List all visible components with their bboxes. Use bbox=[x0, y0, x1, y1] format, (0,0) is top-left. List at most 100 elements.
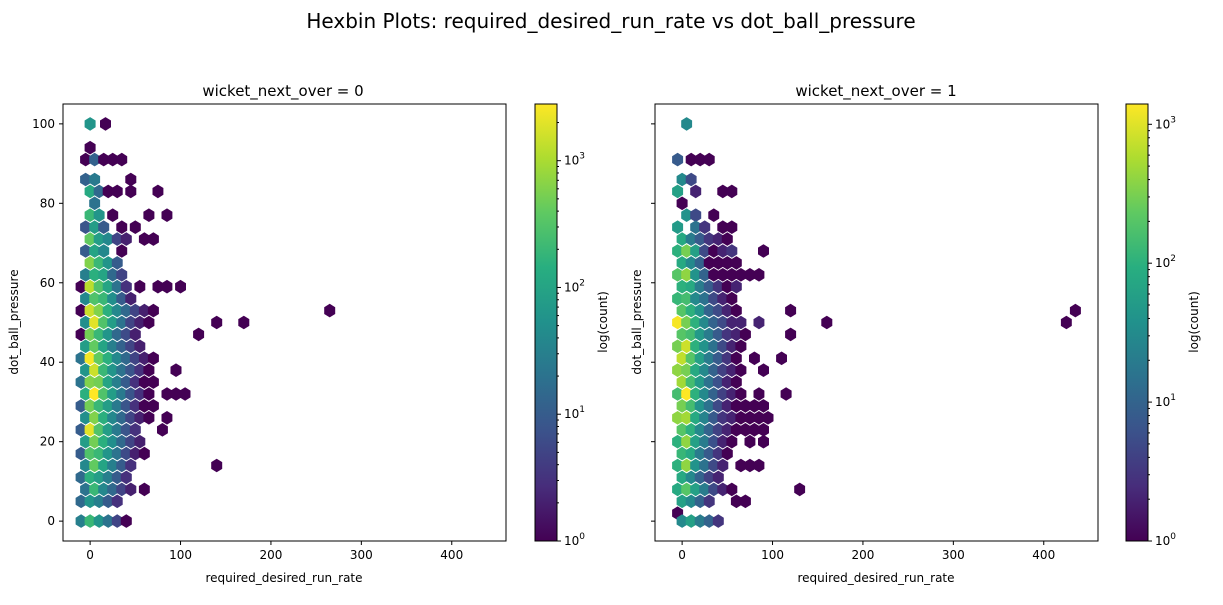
hexbin-cell bbox=[80, 268, 92, 282]
hexbin-cell bbox=[93, 279, 105, 294]
hexbin-cell bbox=[116, 315, 128, 330]
panel-0-y-ticks: 0 20 40 60 80 100 bbox=[32, 117, 63, 528]
hexbin-cell bbox=[120, 375, 132, 389]
hexbin-cell bbox=[102, 514, 114, 528]
hexbin-cell bbox=[102, 232, 114, 246]
hexbin-cell bbox=[116, 339, 128, 354]
hexbin-cell bbox=[721, 327, 733, 342]
hexbin-cell bbox=[762, 411, 774, 425]
hexbin-cell bbox=[129, 446, 141, 461]
hexbin-cell bbox=[89, 387, 101, 401]
hexbin-cell bbox=[143, 387, 155, 401]
hexbin-cell bbox=[1069, 303, 1081, 318]
hexbin-cell bbox=[134, 411, 146, 425]
hexbin-cell bbox=[129, 220, 141, 234]
hexbin-cell bbox=[84, 375, 96, 389]
hexbin-cell bbox=[116, 411, 128, 425]
hexbin-cell bbox=[111, 279, 123, 294]
hexbin-cell bbox=[717, 244, 729, 258]
hexbin-cell bbox=[89, 458, 101, 473]
hexbin-cell bbox=[699, 268, 711, 282]
hexbin-cell bbox=[102, 279, 114, 294]
hexbin-cell bbox=[89, 339, 101, 354]
hexbin-cell bbox=[143, 363, 155, 377]
hexbin-cell bbox=[120, 514, 132, 528]
hexbin-cell bbox=[116, 291, 128, 306]
hexbin-cell bbox=[107, 434, 119, 449]
hexbin-cell bbox=[694, 351, 706, 366]
hexbin-cell bbox=[120, 327, 132, 342]
hexbin-cell bbox=[211, 458, 223, 473]
hexbin-cell bbox=[694, 327, 706, 342]
panel-1-x-ticks: 0 100 200 300 400 bbox=[678, 541, 1055, 562]
hexbin-cell bbox=[672, 220, 684, 234]
hexbin-cell bbox=[712, 375, 724, 389]
hexbin-cell bbox=[735, 315, 747, 330]
hexbin-cell bbox=[102, 494, 114, 509]
hexbin-cell bbox=[129, 423, 141, 437]
colorbar-tick-label: 103 bbox=[564, 152, 585, 168]
hexbin-cell bbox=[681, 482, 693, 497]
hexbin-cell bbox=[739, 399, 751, 413]
hexbin-cell bbox=[89, 268, 101, 282]
y-tick-label: 100 bbox=[32, 117, 55, 131]
hexbin-cell bbox=[744, 268, 756, 282]
hexbin-cell bbox=[712, 327, 724, 342]
hexbin-cell bbox=[708, 244, 720, 258]
hexbin-cell bbox=[107, 458, 119, 473]
hexbin-cell bbox=[721, 423, 733, 437]
hexbin-cell bbox=[107, 208, 119, 222]
hexbin-cell bbox=[681, 411, 693, 425]
hexbin-cell bbox=[685, 279, 697, 294]
hexbin-cell bbox=[93, 256, 105, 270]
hexbin-cell bbox=[157, 423, 168, 437]
hexbin-cell bbox=[712, 399, 724, 413]
hexbin-cell bbox=[676, 470, 688, 485]
hexbin-cell bbox=[703, 327, 715, 342]
hexbin-cell bbox=[102, 446, 114, 461]
colorbar-tick-label: 102 bbox=[1155, 254, 1176, 270]
hexbin-cell bbox=[712, 279, 724, 294]
hexbin-cell bbox=[93, 514, 105, 528]
hexbin-cell bbox=[726, 315, 738, 330]
hexbin-cell bbox=[147, 303, 159, 318]
hexbin-cell bbox=[1060, 315, 1072, 330]
hexbin-cell bbox=[111, 514, 123, 528]
hexbin-cell bbox=[681, 339, 693, 354]
hexbin-cell bbox=[116, 482, 128, 497]
hexbin-cell bbox=[129, 375, 141, 389]
hexbin-cell bbox=[758, 423, 769, 437]
hexbin-cell bbox=[703, 446, 715, 461]
hexbin-cell bbox=[107, 268, 119, 282]
panel-0-colorbar-label: log(count) bbox=[596, 291, 610, 353]
hexbin-cell bbox=[111, 232, 123, 246]
hexbin-cell bbox=[676, 375, 688, 389]
hexbin-cell bbox=[685, 351, 697, 366]
panel-1-axes-frame bbox=[654, 103, 1099, 542]
hexbin-cell bbox=[147, 399, 159, 413]
hexbin-cell bbox=[116, 152, 128, 167]
hexbin-cell bbox=[681, 458, 693, 473]
hexbin-cell bbox=[129, 327, 141, 342]
hexbin-cell bbox=[84, 446, 96, 461]
hexbin-cell bbox=[93, 232, 105, 246]
x-tick-label: 0 bbox=[678, 548, 686, 562]
hexbin-cell bbox=[676, 351, 688, 366]
hexbin-cell bbox=[75, 303, 87, 318]
hexbin-cell bbox=[749, 351, 760, 366]
hexbin-cell bbox=[89, 291, 101, 306]
hexbin-cell bbox=[712, 351, 724, 366]
x-tick-label: 100 bbox=[169, 548, 192, 562]
y-tick-label: 0 bbox=[47, 514, 55, 528]
hexbin-cell bbox=[80, 244, 92, 258]
hexbin-cell bbox=[116, 363, 128, 377]
hexbin-cell bbox=[93, 327, 105, 342]
hexbin-cell bbox=[80, 387, 92, 401]
hexbin-cell bbox=[125, 411, 137, 425]
hexbin-cell bbox=[726, 184, 738, 199]
hexbin-cell bbox=[708, 315, 720, 330]
hexbin-cell bbox=[721, 232, 733, 246]
hexbin-cell bbox=[93, 399, 105, 413]
hexbin-cell bbox=[717, 434, 729, 449]
hexbin-cell bbox=[125, 482, 137, 497]
